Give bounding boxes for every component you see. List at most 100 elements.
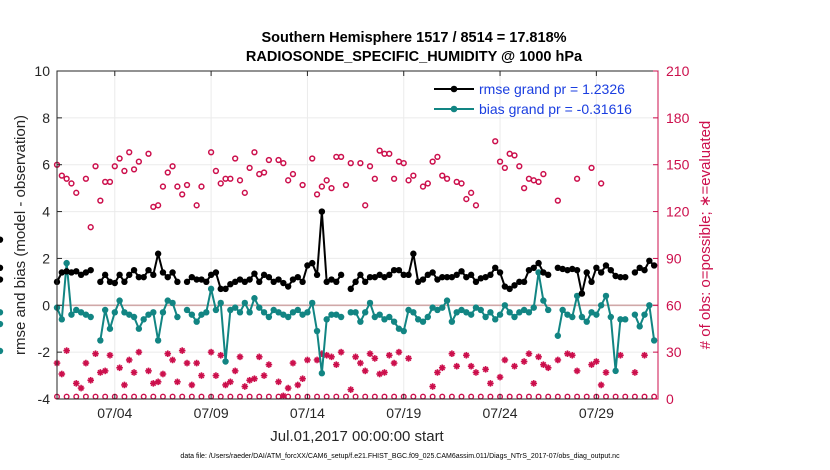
- bias-point: [241, 299, 249, 307]
- evaluated-obs-stroke: [453, 363, 460, 370]
- left-tick-label: -4: [38, 391, 51, 407]
- bias-point: [429, 304, 436, 311]
- possible-obs-marker: [236, 177, 244, 184]
- right-tick-label: 0: [666, 391, 674, 407]
- evaluated-obs-stroke: [540, 361, 547, 368]
- evaluated-obs-marker: [212, 372, 220, 379]
- evaluated-obs-stroke: [237, 353, 243, 360]
- evaluated-obs-marker: [602, 369, 610, 376]
- evaluated-obs-marker: [641, 351, 648, 359]
- evaluated-obs-stroke: [299, 375, 306, 382]
- possible-obs-marker: [376, 147, 383, 154]
- bias-point: [366, 299, 374, 307]
- bias-point: [405, 306, 412, 314]
- evaluated-obs-marker: [236, 353, 244, 361]
- rmse-point: [236, 276, 244, 283]
- evaluated-obs-stroke: [357, 360, 364, 366]
- bias-point: [650, 337, 658, 344]
- rmse-point: [472, 278, 480, 286]
- evaluated-obs-marker: [487, 380, 494, 387]
- rmse-point: [371, 273, 379, 281]
- left-axis-label: rmse and bias (model - observation): [12, 115, 29, 355]
- evaluated-obs-stroke: [290, 360, 296, 366]
- bias-point: [636, 323, 643, 330]
- bias-point: [593, 311, 600, 318]
- right-tick-label: 60: [666, 297, 682, 313]
- possible-obs-marker: [179, 191, 186, 198]
- bias-point: [530, 304, 537, 311]
- evaluated-obs-stroke: [145, 368, 152, 374]
- bias-point: [246, 309, 253, 316]
- possible-obs-marker: [164, 169, 171, 176]
- evaluated-obs-stroke: [352, 353, 359, 360]
- bias-point: [347, 309, 354, 316]
- possible-obs-marker: [154, 202, 162, 209]
- evaluated-obs-marker: [617, 351, 624, 359]
- evaluated-obs-marker: [227, 378, 234, 386]
- bias-point: [414, 316, 422, 323]
- evaluated-obs-marker: [97, 369, 104, 376]
- bias-point: [458, 306, 465, 314]
- evaluated-obs-stroke: [131, 369, 137, 376]
- possible-obs-marker: [535, 178, 542, 186]
- evaluated-obs-stroke: [275, 378, 282, 385]
- rmse-point: [265, 273, 273, 281]
- possible-obs-marker: [169, 163, 176, 170]
- evaluated-obs-stroke: [362, 368, 369, 374]
- possible-obs-marker: [227, 175, 234, 182]
- evaluated-obs-stroke: [449, 350, 455, 357]
- possible-obs-marker: [82, 175, 90, 182]
- obs-count-markers: [53, 138, 658, 400]
- evaluated-obs-stroke: [304, 357, 311, 363]
- rmse-point: [101, 271, 109, 279]
- evaluated-obs-stroke: [487, 380, 494, 387]
- evaluated-obs-stroke: [338, 349, 345, 356]
- evaluated-obs-stroke: [617, 352, 624, 359]
- possible-obs-marker: [313, 191, 321, 198]
- possible-obs-marker: [145, 150, 152, 157]
- rmse-point: [352, 278, 359, 286]
- possible-obs-marker: [511, 152, 518, 159]
- evaluated-obs-marker: [352, 353, 359, 361]
- evaluated-obs-stroke: [632, 369, 638, 376]
- evaluated-obs-marker: [554, 356, 562, 364]
- rmse-point: [641, 266, 648, 274]
- possible-obs-marker: [492, 138, 499, 145]
- evaluated-obs-marker: [154, 378, 162, 386]
- bias-point: [439, 304, 446, 311]
- rmse-point: [82, 269, 90, 276]
- possible-obs-marker: [540, 170, 547, 178]
- evaluated-obs-stroke: [641, 352, 648, 359]
- evaluated-obs-marker: [482, 366, 489, 373]
- possible-obs-marker: [554, 197, 561, 204]
- bias-point: [159, 309, 167, 316]
- x-axis-label: Jul.01,2017 00:00:00 start: [270, 428, 444, 445]
- rmse-point: [174, 278, 181, 286]
- bias-point: [207, 285, 215, 293]
- possible-obs-marker: [501, 164, 509, 171]
- right-y-axis: 0 30 60 90 120 150 180 210: [653, 63, 690, 407]
- rmse-point: [323, 278, 330, 286]
- evaluated-obs-marker: [72, 380, 80, 387]
- rmse-point: [227, 281, 234, 288]
- bias-point: [496, 311, 504, 318]
- evaluated-obs-stroke: [169, 357, 176, 363]
- rmse-point: [347, 285, 354, 293]
- left-tick-label: 6: [42, 157, 50, 173]
- bias-point: [352, 309, 359, 316]
- possible-obs-marker: [92, 163, 99, 170]
- evaluated-obs-stroke: [102, 368, 109, 374]
- evaluated-obs-stroke: [521, 358, 527, 365]
- possible-obs-marker: [443, 175, 451, 182]
- possible-obs-marker: [126, 149, 133, 156]
- bias-point: [646, 302, 653, 309]
- possible-obs-marker: [106, 178, 114, 186]
- possible-obs-marker: [323, 177, 330, 184]
- evaluated-obs-stroke: [285, 385, 292, 391]
- evaluated-obs-stroke: [160, 371, 166, 377]
- left-y-axis: -4 -2 0 2 4 6 8 10: [34, 63, 62, 407]
- bias-point: [390, 318, 398, 325]
- evaluated-obs-marker: [573, 367, 581, 375]
- evaluated-obs-stroke: [386, 352, 393, 359]
- bias-point: [573, 292, 581, 300]
